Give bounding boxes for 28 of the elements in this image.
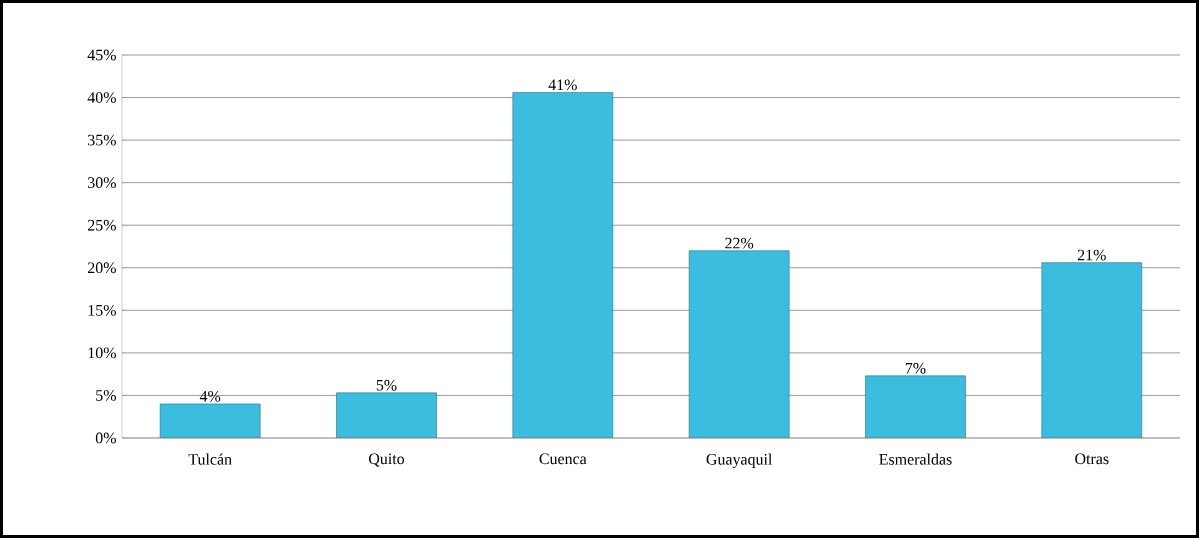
data-label: 22% xyxy=(725,237,754,249)
bar xyxy=(1041,262,1143,438)
data-label: 41% xyxy=(548,79,577,91)
y-tick-label: 45% xyxy=(87,49,116,61)
y-tick-label: 35% xyxy=(88,134,116,146)
y-tick-label: 25% xyxy=(87,219,116,231)
data-label: 5% xyxy=(376,379,397,391)
y-tick-label: 40% xyxy=(87,92,116,103)
data-label: 21% xyxy=(1077,249,1106,261)
data-label: 4% xyxy=(199,390,221,402)
x-tick-label: Quito xyxy=(369,453,405,467)
bar xyxy=(336,392,437,438)
y-tick-label: 20% xyxy=(87,262,116,274)
x-tick-label: Otras xyxy=(1075,453,1109,465)
x-tick-label: Guayaquil xyxy=(706,453,773,468)
bar xyxy=(159,403,261,438)
y-tick-label: 10% xyxy=(88,347,116,359)
y-tick-label: 15% xyxy=(88,304,116,316)
bar xyxy=(865,375,966,438)
x-tick-label: Cuenca xyxy=(539,453,587,465)
x-tick-label: Tulcán xyxy=(188,453,232,465)
data-label: 7% xyxy=(905,362,926,374)
y-tick-label: 0% xyxy=(95,432,116,444)
y-tick-label: 5% xyxy=(96,390,116,401)
bar xyxy=(688,250,790,438)
y-tick-label: 30% xyxy=(88,177,116,189)
x-tick-label: Esmeraldas xyxy=(879,453,952,465)
bar xyxy=(512,92,614,438)
